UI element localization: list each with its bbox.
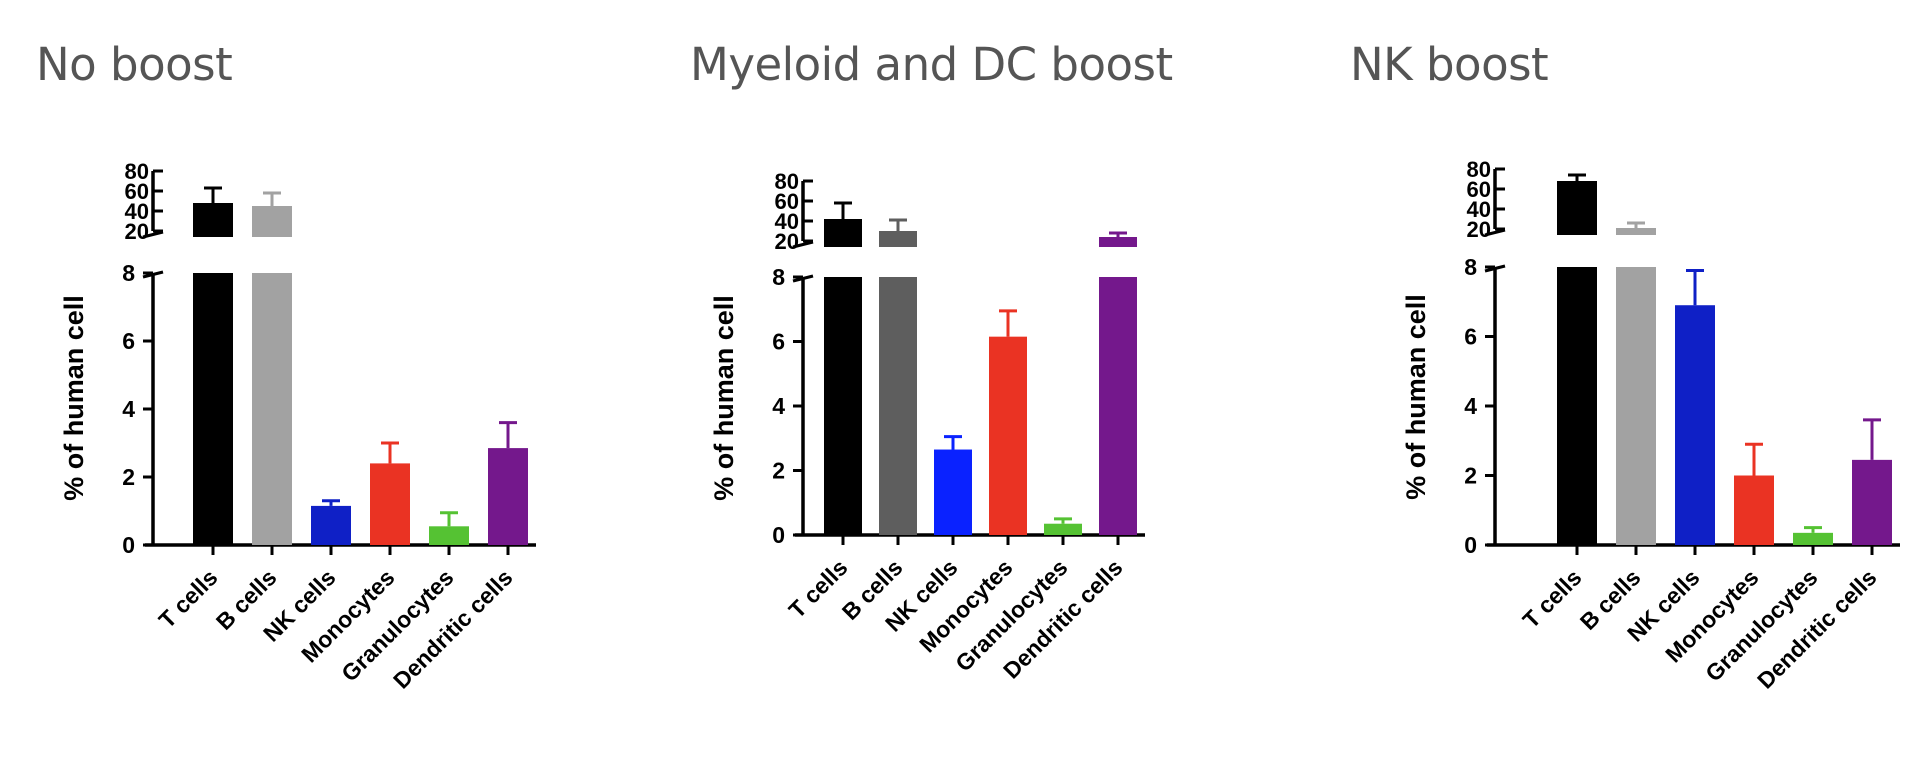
y-tick-label-upper: 40	[775, 209, 799, 234]
bar-upper	[879, 231, 917, 247]
y-tick-label: 6	[122, 328, 135, 354]
y-tick-label: 8	[1464, 254, 1477, 280]
y-tick-label-upper: 20	[1467, 217, 1491, 242]
y-tick-label-upper: 60	[775, 189, 799, 214]
x-tick-label: T cells	[154, 564, 223, 633]
y-axis-label: % of human cell	[1401, 294, 1431, 500]
y-tick-label: 2	[772, 458, 785, 484]
axis-break-mark	[792, 240, 814, 249]
y-tick-label: 2	[122, 464, 135, 490]
bar-upper	[252, 206, 292, 237]
bar	[370, 463, 410, 545]
bar-upper	[193, 203, 233, 237]
bar	[1557, 267, 1597, 545]
y-tick-label-upper: 80	[1467, 157, 1491, 182]
y-tick-label: 6	[772, 329, 785, 355]
bar	[488, 448, 528, 545]
panel-title: NK boost	[1350, 38, 1549, 91]
axis-break-mark	[142, 230, 164, 239]
bar-upper	[1557, 181, 1597, 235]
bar	[1852, 459, 1892, 545]
bar	[1099, 277, 1137, 535]
y-tick-label-upper: 80	[775, 169, 799, 194]
bar	[311, 505, 351, 545]
y-axis-label: % of human cell	[59, 295, 89, 501]
y-tick-label: 8	[122, 260, 135, 286]
y-tick-label-upper: 40	[125, 199, 149, 224]
y-tick-label: 2	[1464, 463, 1477, 489]
bar	[429, 526, 469, 545]
y-tick-label: 4	[122, 396, 135, 422]
y-tick-label: 8	[772, 264, 785, 290]
y-tick-label-upper: 20	[775, 229, 799, 254]
panel-nk-boost: NK boost 0 2 4 6 8 20 40 60 80 % of human cell T c…	[1280, 0, 1920, 766]
panel-myeloid-dc-boost: Myeloid and DC boost 0 2 4 6 8 20 40 60 80 % of h…	[640, 0, 1280, 766]
axis-break-mark	[1484, 228, 1506, 237]
panel-title: No boost	[36, 38, 233, 91]
y-tick-label: 0	[122, 532, 135, 558]
y-tick-label-upper: 80	[125, 159, 149, 184]
bar	[1616, 267, 1656, 545]
x-tick-label: T cells	[1518, 564, 1587, 633]
bar-upper	[1099, 237, 1137, 247]
bar	[193, 273, 233, 545]
y-tick-label: 0	[1464, 532, 1477, 558]
y-tick-label: 4	[1464, 393, 1477, 419]
bar	[934, 449, 972, 535]
bar-upper	[1616, 228, 1656, 235]
y-tick-label: 4	[772, 393, 785, 419]
bar	[1793, 532, 1833, 545]
bar	[1734, 475, 1774, 545]
y-axis-label: % of human cell	[709, 295, 739, 501]
y-tick-label-upper: 40	[1467, 197, 1491, 222]
bar	[252, 273, 292, 545]
y-tick-label: 6	[1464, 324, 1477, 350]
panel-title: Myeloid and DC boost	[690, 38, 1173, 91]
bar-upper	[824, 219, 862, 247]
y-tick-label: 0	[772, 522, 785, 548]
bar	[989, 336, 1027, 535]
bar	[824, 277, 862, 535]
bar	[1675, 305, 1715, 545]
y-tick-label-upper: 60	[1467, 177, 1491, 202]
bar	[1044, 523, 1082, 535]
y-tick-label-upper: 20	[125, 219, 149, 244]
panel-no-boost: No boost 0 2 4 6 8 20 40 60 80 % of human cell T c…	[0, 0, 640, 766]
bar	[879, 277, 917, 535]
y-tick-label-upper: 60	[125, 179, 149, 204]
